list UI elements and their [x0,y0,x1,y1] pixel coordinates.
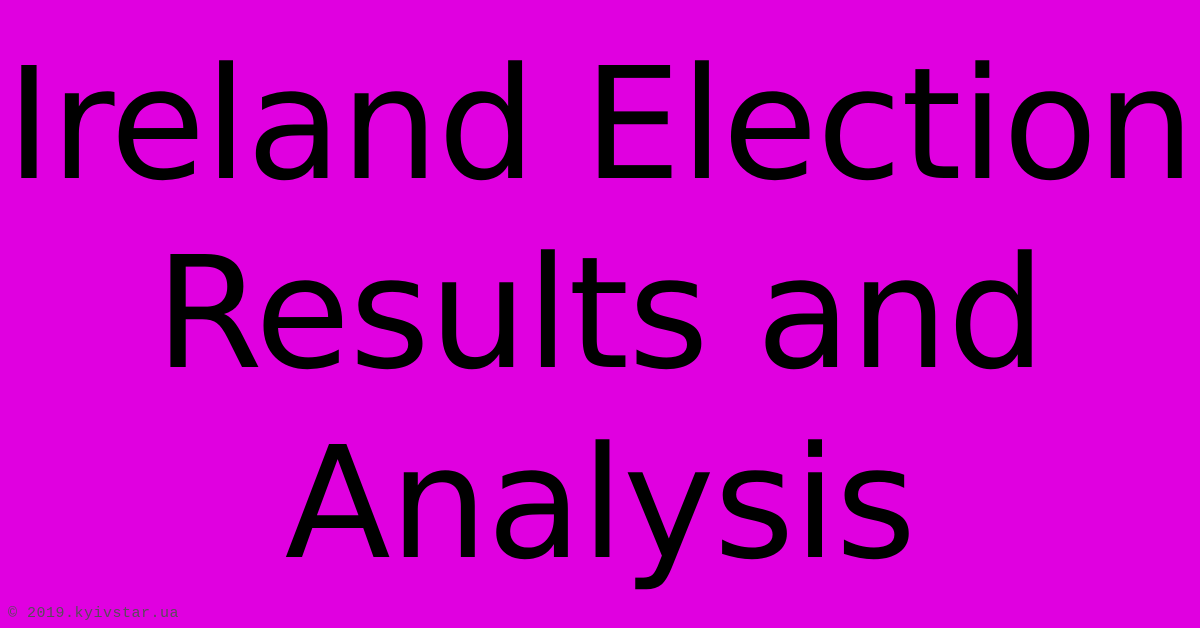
headline-line-3: Analysis [285,413,916,594]
main-container: Ireland Election Results and Analysis [0,0,1200,628]
headline-line-1: Ireland Election [6,34,1194,215]
headline-line-2: Results and [155,223,1045,404]
copyright-text: © 2019.kyivstar.ua [8,605,179,622]
headline-text: Ireland Election Results and Analysis [6,30,1194,597]
